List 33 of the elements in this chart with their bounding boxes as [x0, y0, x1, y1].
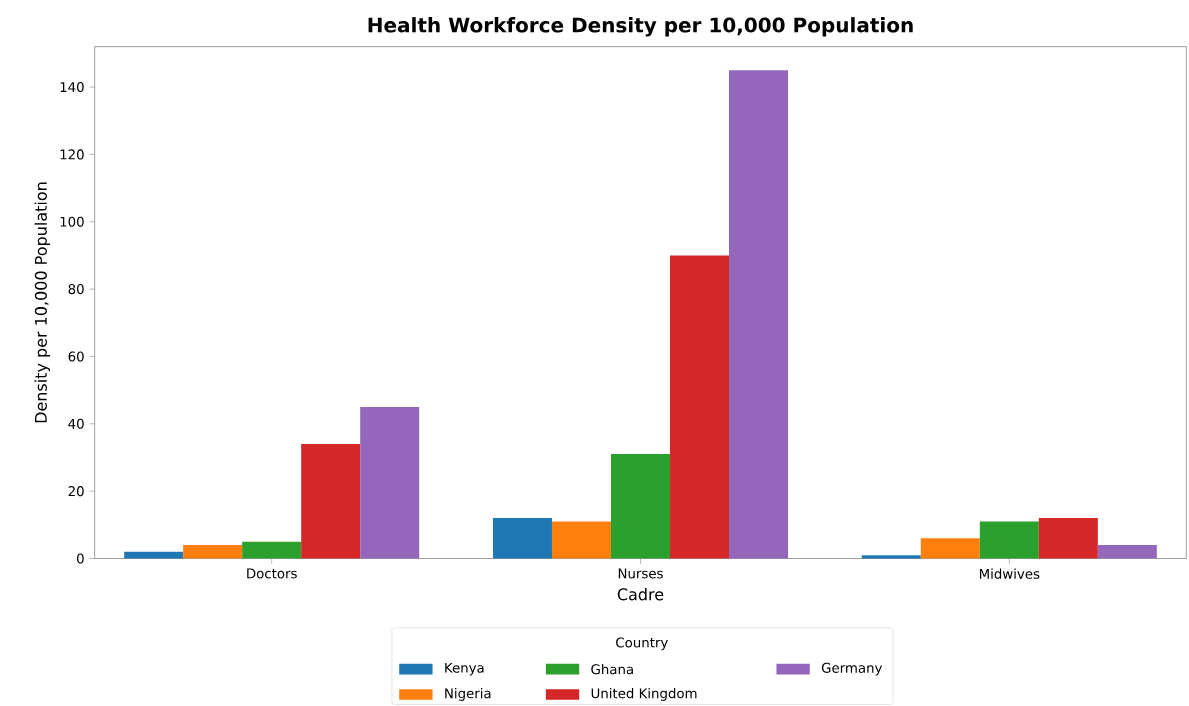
bar [242, 541, 302, 559]
y-tick-label: 120 [60, 149, 84, 160]
bar [920, 538, 980, 559]
y-tick-label: 20 [68, 485, 84, 496]
y-tick-label: 40 [68, 418, 84, 429]
x-axis-title: Cadre [617, 587, 664, 601]
bar [301, 443, 361, 559]
y-tick-label: 80 [68, 283, 84, 294]
y-tick-label: 60 [68, 351, 84, 362]
chart-title: Health Workforce Density per 10,000 Population [368, 16, 913, 37]
bar [610, 453, 670, 559]
bar [183, 544, 243, 559]
legend-title: Country [616, 637, 668, 650]
bar [979, 521, 1039, 559]
bar [551, 521, 611, 559]
bar [492, 517, 552, 559]
y-tick-label: 140 [60, 81, 84, 92]
x-tick-label: Doctors [247, 568, 297, 579]
bar [1038, 517, 1098, 559]
bar [669, 255, 729, 559]
legend-label: United Kingdom [591, 687, 697, 701]
bar [1097, 544, 1157, 559]
legend-label: Ghana [591, 663, 633, 675]
bar [360, 406, 420, 559]
bar [729, 70, 789, 559]
y-axis-title: Density per 10,000 Population [34, 182, 51, 423]
x-tick-label: Nurses [618, 568, 663, 579]
legend-label: Nigeria [445, 687, 491, 701]
x-tick-label: Midwives [979, 568, 1040, 579]
legend-label: Kenya [445, 662, 484, 676]
y-tick-label: 100 [60, 216, 84, 227]
y-tick-label: 0 [77, 553, 84, 564]
legend-label: Germany [821, 662, 883, 676]
